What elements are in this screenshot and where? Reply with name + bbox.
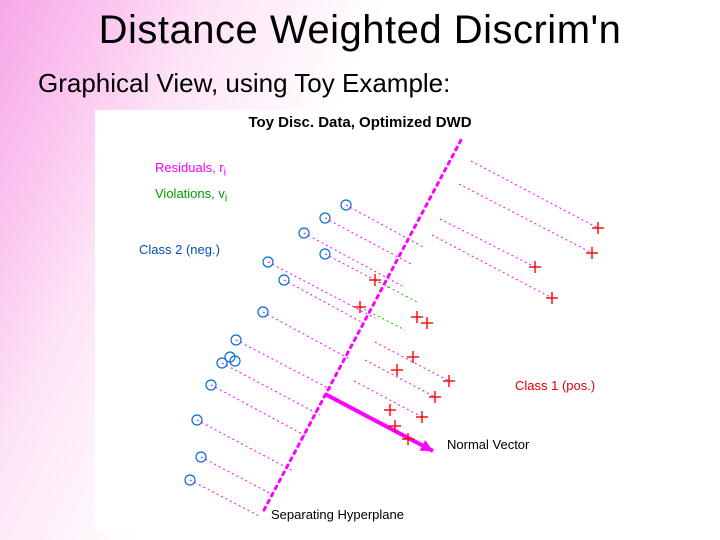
slide: Distance Weighted Discrim'n Graphical Vi… [0, 0, 720, 540]
chart-label: Class 1 (pos.) [515, 378, 595, 393]
subtitle: Graphical View, using Toy Example: [38, 68, 450, 99]
chart-label: Residuals, ri [155, 160, 226, 179]
chart-label: Class 2 (neg.) [139, 242, 220, 257]
chart-label: Separating Hyperplane [271, 507, 404, 522]
chart-label: Violations, vi [155, 186, 227, 205]
chart-label: Normal Vector [447, 437, 529, 452]
page-title: Distance Weighted Discrim'n [0, 8, 720, 53]
chart-area: Toy Disc. Data, Optimized DWD Residuals,… [95, 110, 625, 530]
